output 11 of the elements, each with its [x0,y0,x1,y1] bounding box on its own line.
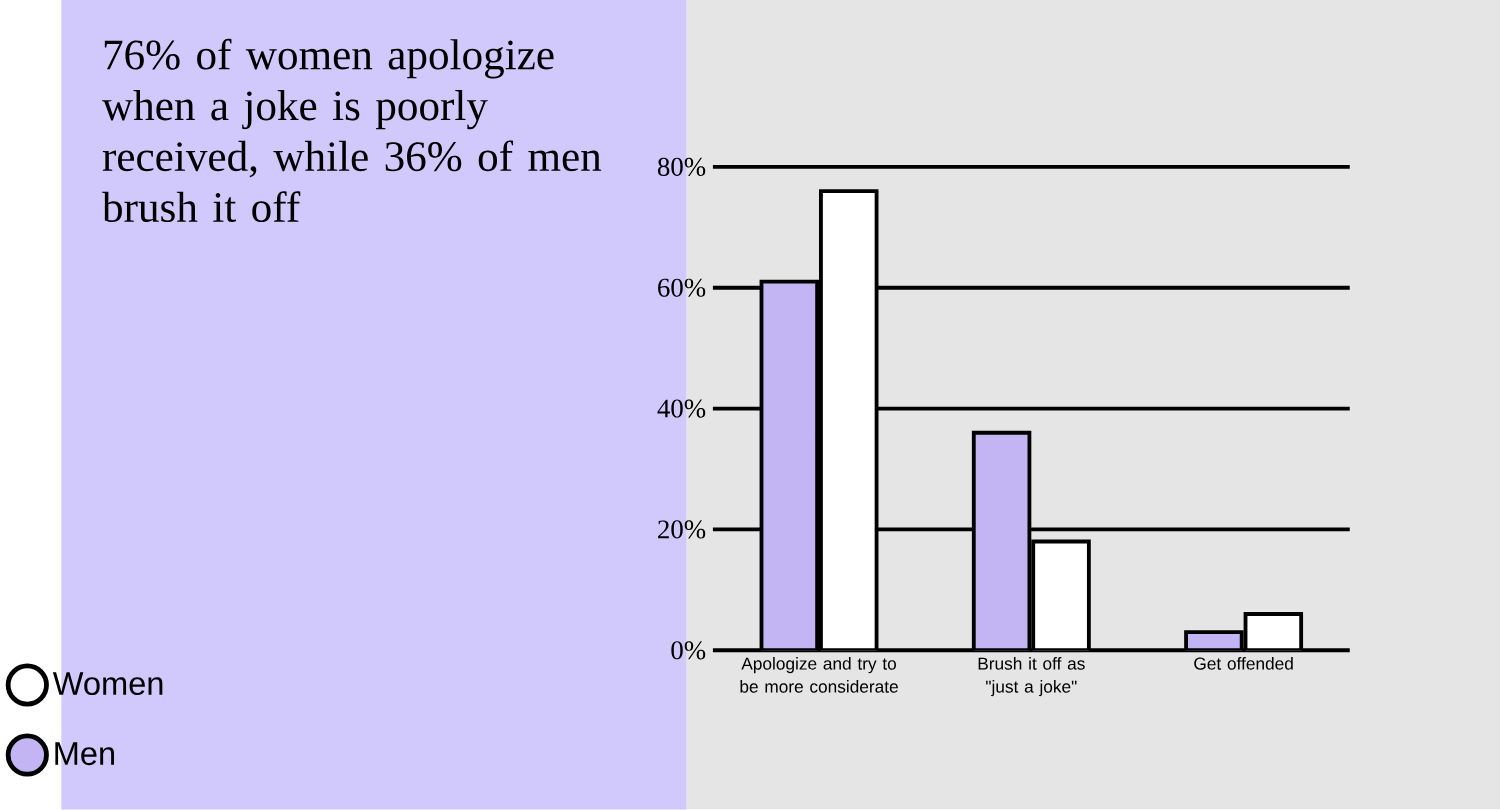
y-tick-label: 80% [657,158,706,177]
x-tick-label: Apologize and try to be more considerate [740,657,898,693]
y-tick-label: 40% [657,399,706,418]
legend-label: Men [55,742,115,766]
y-tick-label: 20% [658,520,706,539]
legend-label: Women [52,672,163,696]
y-tick-label: 60% [658,278,706,298]
text: 76% of women apologize when a joke is poorly received, while 36% of men brush it off [102,38,602,223]
x-tick-label: Brush it off as "just a joke" [978,657,1085,697]
x-tick-label: Get offended [1194,657,1293,670]
y-tick-label: 0% [671,641,706,660]
